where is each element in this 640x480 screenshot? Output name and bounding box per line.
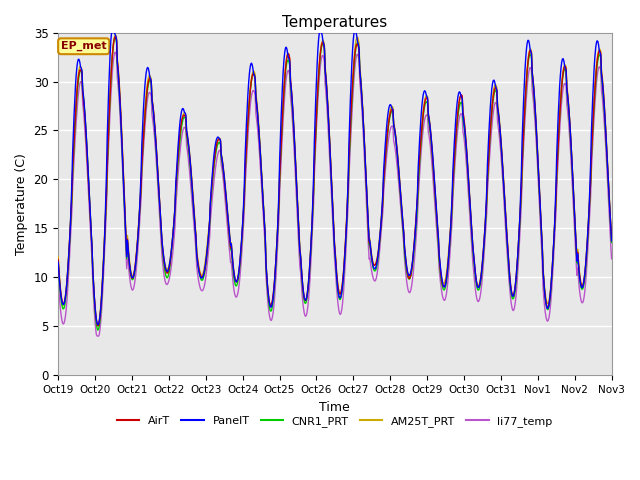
Y-axis label: Temperature (C): Temperature (C) — [15, 153, 28, 255]
X-axis label: Time: Time — [319, 400, 350, 413]
Text: EP_met: EP_met — [61, 41, 106, 51]
Legend: AirT, PanelT, CNR1_PRT, AM25T_PRT, li77_temp: AirT, PanelT, CNR1_PRT, AM25T_PRT, li77_… — [113, 411, 557, 432]
Title: Temperatures: Temperatures — [282, 15, 387, 30]
